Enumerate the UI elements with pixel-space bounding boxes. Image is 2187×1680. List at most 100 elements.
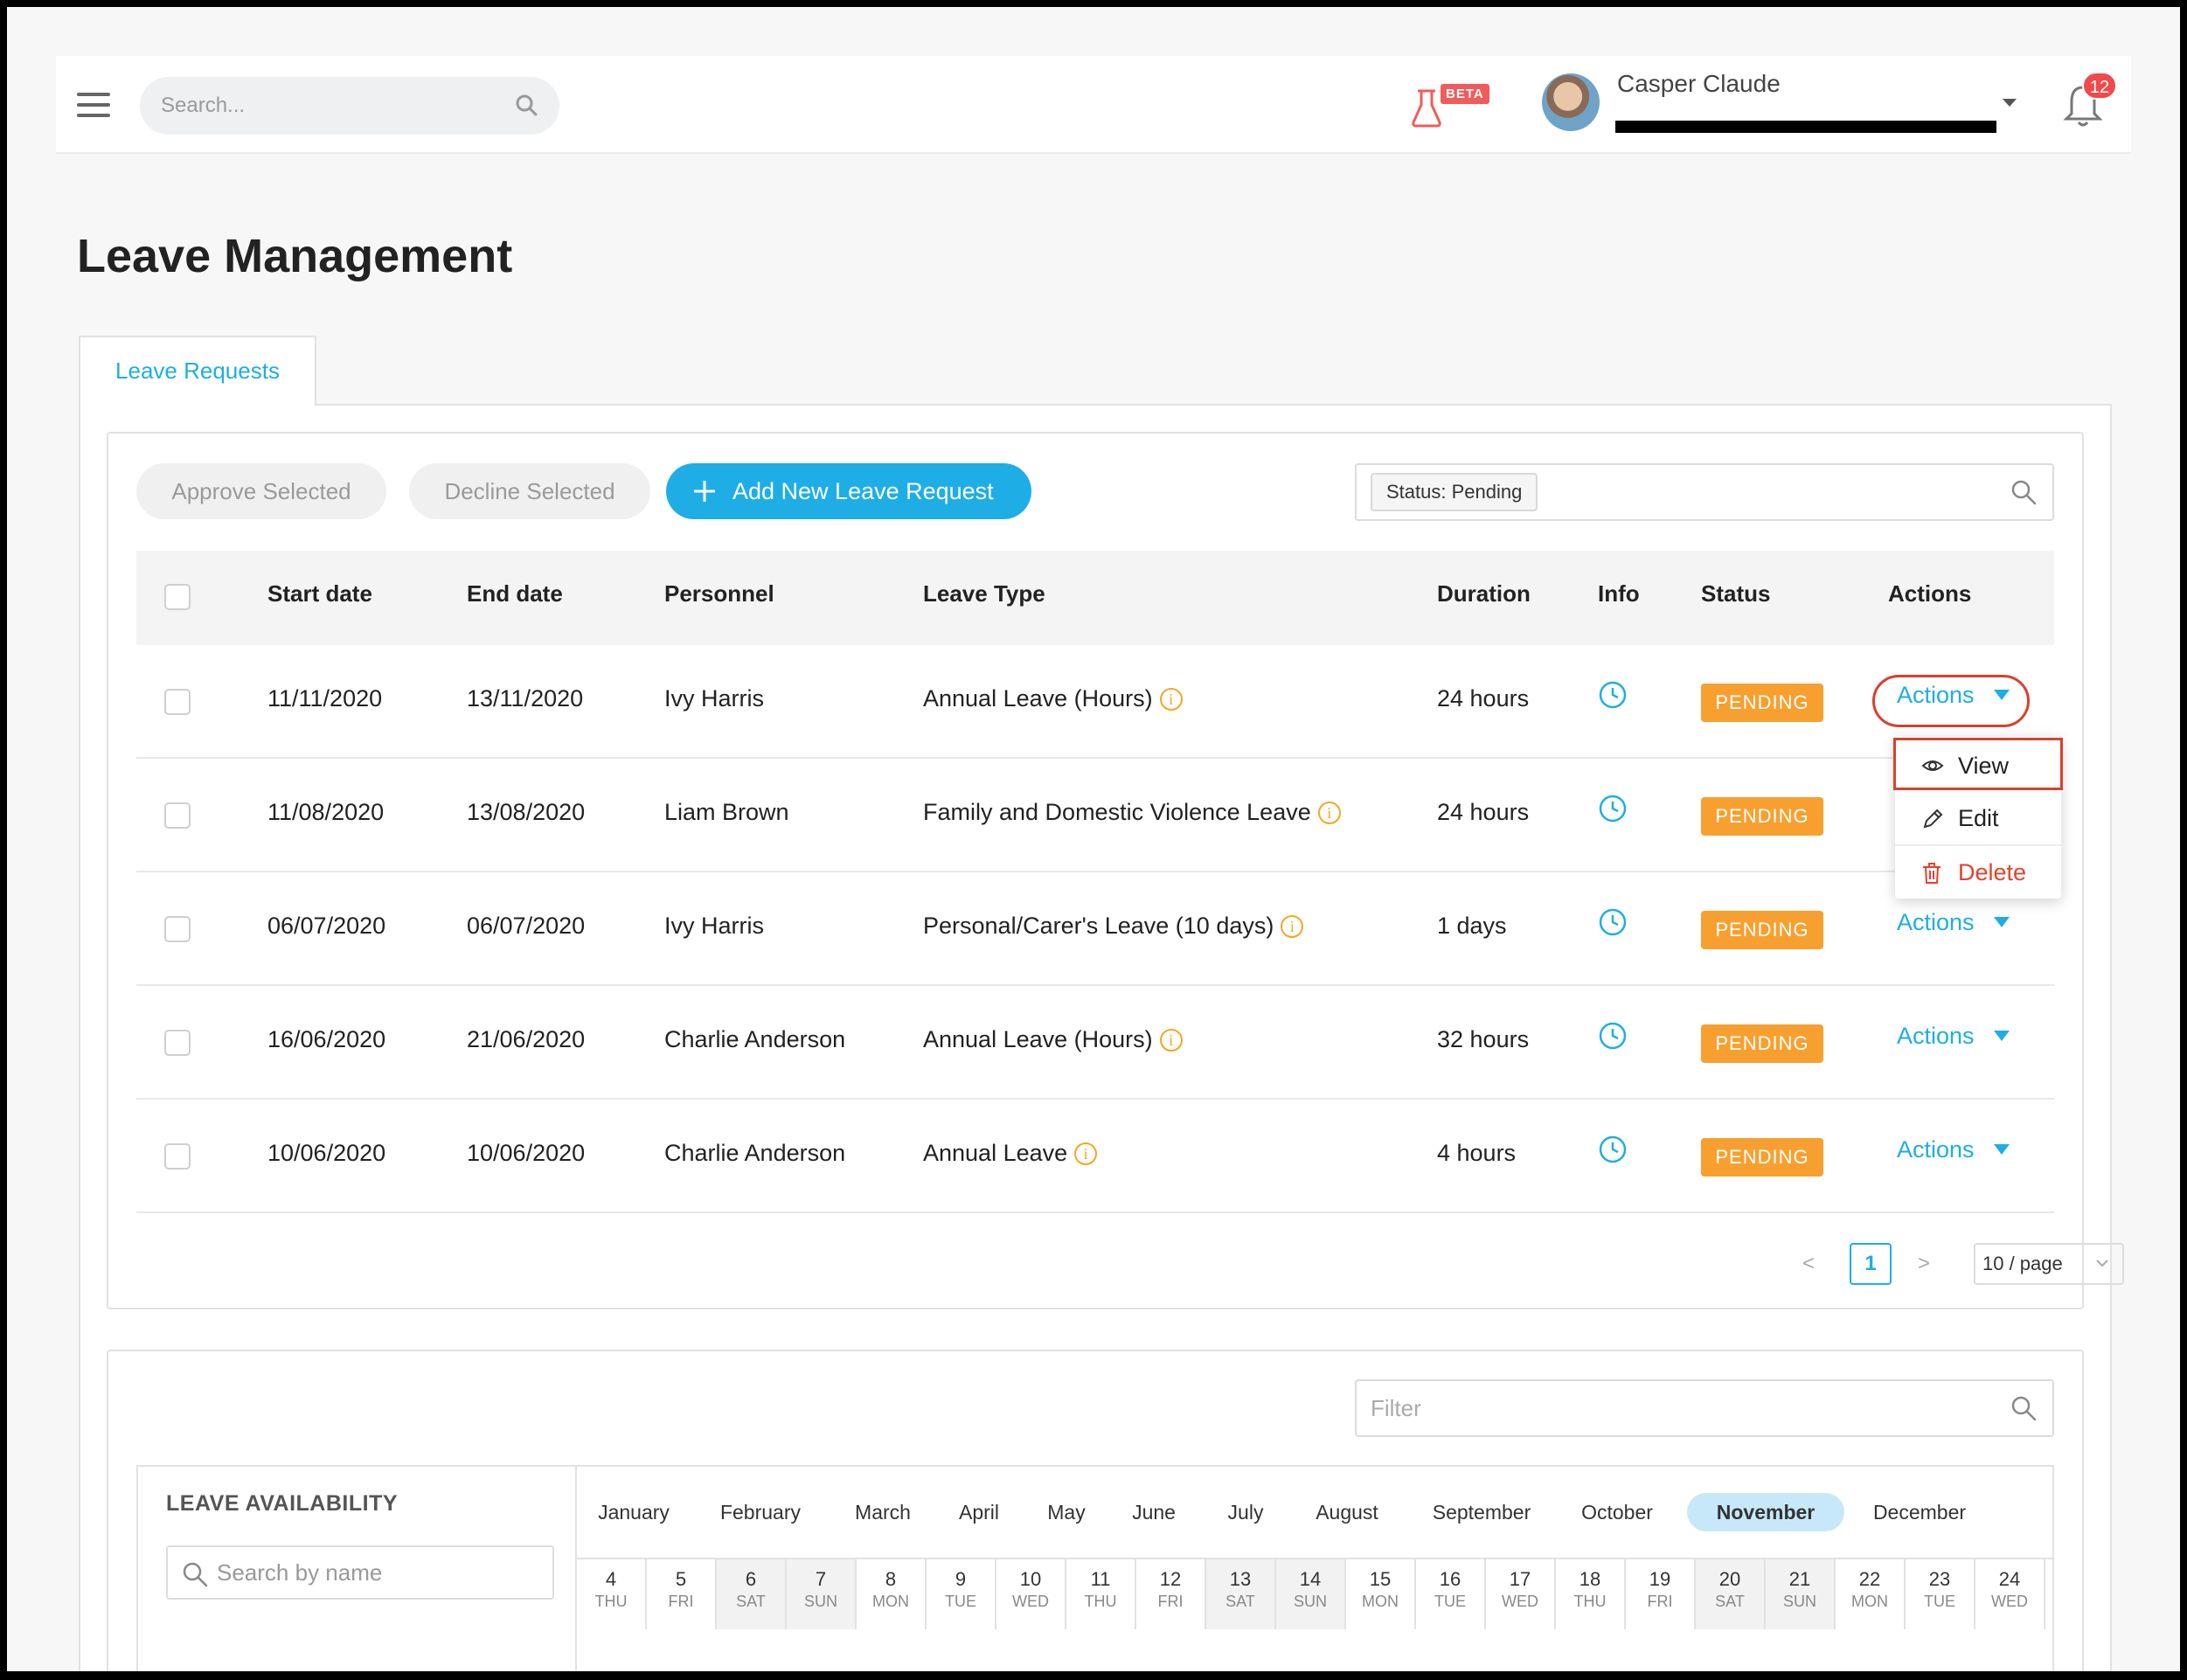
clock-icon[interactable] (1598, 680, 1628, 710)
status-filter[interactable]: Status: Pending (1355, 463, 2054, 521)
month-december[interactable]: December (1872, 1501, 1967, 1524)
table-row: 06/07/2020 06/07/2020 Ivy Harris Persona… (136, 872, 2054, 986)
month-february[interactable]: February (719, 1501, 802, 1524)
info-circle-icon[interactable]: i (1074, 1142, 1098, 1165)
row-checkbox[interactable] (164, 1030, 191, 1056)
row-leave-type: Annual Leave (Hours) i (923, 1026, 1183, 1053)
day-column[interactable]: 6 SAT (717, 1559, 787, 1629)
header-status[interactable]: Status (1701, 580, 1771, 607)
global-search-input[interactable] (161, 77, 502, 135)
user-menu-caret-icon[interactable] (2002, 98, 2017, 108)
header-leave-type[interactable]: Leave Type (923, 580, 1045, 607)
search-icon[interactable] (514, 93, 538, 117)
approve-selected-button[interactable]: Approve Selected (136, 463, 386, 519)
row-checkbox[interactable] (164, 689, 191, 715)
day-number: 21 (1788, 1568, 1811, 1590)
day-number: 18 (1579, 1568, 1601, 1590)
leave-availability-card: LEAVE AVAILABILITY January February Marc… (107, 1350, 2084, 1671)
month-may[interactable]: May (1047, 1501, 1086, 1524)
month-april[interactable]: April (958, 1501, 999, 1524)
day-column[interactable]: 14 SUN (1276, 1559, 1346, 1629)
day-column[interactable]: 9 TUE (927, 1559, 996, 1629)
clock-icon[interactable] (1598, 1021, 1628, 1051)
plus-icon (694, 481, 715, 502)
day-column[interactable]: 11 THU (1066, 1559, 1136, 1629)
beta-badge: BETA (1441, 84, 1489, 104)
info-circle-icon[interactable]: i (1281, 915, 1304, 938)
row-duration: 32 hours (1437, 1026, 1530, 1052)
day-column[interactable]: 5 FRI (647, 1559, 717, 1629)
day-column[interactable]: 19 FRI (1626, 1559, 1696, 1629)
actions-menu-button[interactable]: Actions (1897, 909, 2010, 936)
day-column[interactable]: 23 TUE (1906, 1559, 1975, 1629)
month-october[interactable]: October (1581, 1501, 1653, 1524)
day-column[interactable]: 8 MON (857, 1559, 927, 1629)
day-column[interactable]: 20 SAT (1696, 1559, 1766, 1629)
actions-menu-button[interactable]: Actions (1897, 1023, 2010, 1050)
header-info: Info (1598, 580, 1640, 607)
dropdown-edit-item[interactable]: Edit (1895, 792, 2061, 844)
day-weekday: SUN (1293, 1593, 1327, 1610)
day-column[interactable]: 4 THU (577, 1559, 647, 1629)
row-checkbox[interactable] (164, 1143, 191, 1170)
decline-selected-button[interactable]: Decline Selected (409, 463, 650, 519)
current-page-button[interactable]: 1 (1850, 1243, 1892, 1285)
month-march[interactable]: March (855, 1501, 911, 1524)
month-august[interactable]: August (1316, 1501, 1378, 1524)
availability-filter-input[interactable] (1371, 1381, 1982, 1435)
day-column[interactable]: 13 SAT (1206, 1559, 1276, 1629)
tab-leave-requests[interactable]: Leave Requests (79, 336, 316, 406)
actions-label: Actions (1897, 1023, 1975, 1049)
clock-icon[interactable] (1598, 794, 1628, 823)
day-column[interactable]: 17 WED (1486, 1559, 1556, 1629)
day-weekday: WED (1012, 1593, 1049, 1610)
month-january[interactable]: January (598, 1501, 670, 1524)
status-filter-tag[interactable]: Status: Pending (1371, 473, 1538, 511)
search-icon[interactable] (2010, 1395, 2037, 1421)
day-column[interactable]: 24 WED (1975, 1559, 2045, 1629)
select-all-checkbox[interactable] (164, 584, 191, 610)
redacted-email (1615, 121, 1996, 133)
dropdown-delete-item[interactable]: Delete (1895, 846, 2061, 899)
clock-icon[interactable] (1598, 1135, 1628, 1164)
dropdown-view-item[interactable]: View (1895, 739, 2061, 792)
prev-page-button[interactable]: < (1802, 1252, 1816, 1275)
day-column[interactable]: 22 MON (1836, 1559, 1906, 1629)
row-checkbox[interactable] (164, 802, 191, 829)
day-column[interactable]: 16 TUE (1416, 1559, 1486, 1629)
name-search-input[interactable] (217, 1547, 540, 1598)
hamburger-menu-icon[interactable] (77, 93, 110, 117)
trash-icon (1923, 863, 1941, 884)
month-november[interactable]: November (1687, 1493, 1844, 1531)
day-column[interactable]: 12 FRI (1136, 1559, 1206, 1629)
month-july[interactable]: July (1227, 1501, 1264, 1524)
day-column[interactable]: 21 SUN (1766, 1559, 1836, 1629)
user-avatar[interactable] (1542, 73, 1600, 131)
header-end-date[interactable]: End date (467, 580, 563, 607)
day-number: 5 (675, 1568, 687, 1590)
header-duration[interactable]: Duration (1437, 580, 1531, 607)
page-size-select[interactable]: 10 / page (1974, 1243, 2124, 1285)
month-june[interactable]: June (1132, 1501, 1176, 1524)
day-column[interactable]: 15 MON (1346, 1559, 1416, 1629)
beta-lab-icon[interactable]: BETA (1411, 82, 1498, 129)
day-number: 15 (1369, 1568, 1392, 1590)
row-checkbox[interactable] (164, 916, 191, 942)
day-column[interactable]: 10 WED (996, 1559, 1066, 1629)
dropdown-divider (1895, 844, 2061, 846)
search-icon[interactable] (2010, 479, 2037, 505)
clock-icon[interactable] (1598, 907, 1628, 937)
info-circle-icon[interactable]: i (1159, 1029, 1183, 1052)
user-name[interactable]: Casper Claude (1617, 70, 1781, 97)
actions-menu-button[interactable]: Actions (1897, 682, 2010, 709)
day-column[interactable]: 18 THU (1556, 1559, 1626, 1629)
header-start-date[interactable]: Start date (267, 580, 372, 607)
header-personnel[interactable]: Personnel (664, 580, 774, 607)
day-column[interactable]: 7 SUN (787, 1559, 857, 1629)
info-circle-icon[interactable]: i (1159, 688, 1183, 711)
add-new-leave-request-button[interactable]: Add New Leave Request (666, 463, 1031, 519)
actions-menu-button[interactable]: Actions (1897, 1136, 2010, 1163)
next-page-button[interactable]: > (1918, 1252, 1931, 1275)
month-september[interactable]: September (1432, 1501, 1531, 1524)
info-circle-icon[interactable]: i (1317, 802, 1341, 824)
